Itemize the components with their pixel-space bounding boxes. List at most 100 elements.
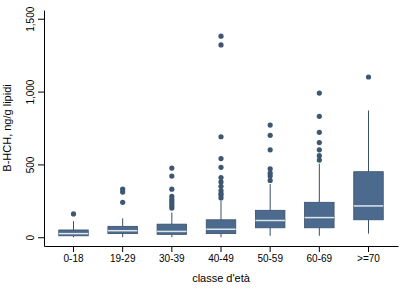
box (59, 230, 89, 236)
outlier (218, 134, 223, 139)
x-tick-mark (368, 246, 369, 252)
box-group (354, 74, 384, 233)
outlier (268, 147, 273, 152)
upper-whisker (319, 164, 320, 203)
outlier (317, 130, 322, 135)
outlier (218, 156, 223, 161)
outlier (317, 153, 322, 158)
median (354, 205, 384, 207)
y-axis-title: B-HCH, ng/g lipidi (1, 84, 13, 171)
outlier (169, 165, 174, 170)
outlier (71, 211, 76, 216)
lower-whisker (122, 234, 123, 238)
box (108, 226, 138, 233)
x-tick: 19-29 (110, 246, 136, 264)
upper-whisker (122, 218, 123, 226)
outlier (366, 74, 371, 79)
y-tick-mark (38, 19, 44, 20)
x-tick: 60-69 (307, 246, 333, 264)
upper-whisker (73, 221, 74, 230)
x-tick: 50-59 (257, 246, 283, 264)
x-tick-label: 40-49 (208, 253, 234, 264)
x-tick: 30-39 (159, 246, 185, 264)
y-tick: 1,500 (25, 6, 44, 31)
median (108, 230, 137, 232)
lower-whisker (171, 234, 172, 237)
upper-whisker (270, 184, 271, 210)
outlier (268, 122, 273, 127)
chart-svg: 0 500 1,000 1,500 0-18 19-29 30-39 40-49 50-59 60… (0, 0, 406, 290)
box (206, 220, 236, 234)
marks (59, 34, 384, 238)
outlier (317, 90, 322, 95)
y-tick-label: 0 (25, 235, 36, 241)
y-tick-label: 500 (25, 156, 36, 173)
lower-whisker (270, 228, 271, 236)
x-tick: 40-49 (208, 246, 234, 264)
outlier (120, 187, 125, 192)
outlier (218, 34, 223, 39)
x-axis: 0-18 19-29 30-39 40-49 50-59 60-69 >=70 (45, 246, 399, 264)
median (305, 217, 335, 219)
lower-whisker (221, 234, 222, 238)
y-axis: 0 500 1,000 1,500 (25, 6, 45, 246)
box-group (305, 90, 335, 235)
y-axis-line (44, 11, 45, 247)
median (157, 231, 186, 233)
x-tick: >=70 (357, 246, 380, 264)
outlier (317, 114, 322, 119)
x-tick-label: 30-39 (159, 253, 185, 264)
outlier (317, 140, 322, 145)
y-tick: 500 (25, 156, 44, 173)
x-tick-label: >=70 (357, 253, 380, 264)
median (206, 228, 236, 230)
box-group (206, 34, 236, 238)
x-tick-label: 50-59 (257, 253, 283, 264)
plot-area: 0 500 1,000 1,500 0-18 19-29 30-39 40-49 50-59 60… (25, 6, 399, 264)
box (157, 224, 187, 234)
x-tick-label: 19-29 (110, 253, 136, 264)
outlier (120, 200, 125, 205)
x-tick-mark (221, 246, 222, 252)
y-tick-label: 1,000 (25, 79, 36, 104)
box-group (255, 122, 285, 235)
y-tick-label: 1,500 (25, 6, 36, 31)
outlier (218, 175, 223, 180)
x-tick-mark (171, 246, 172, 252)
x-tick-mark (73, 246, 74, 252)
outlier (218, 42, 223, 47)
lower-whisker (319, 228, 320, 236)
x-tick: 0-18 (63, 246, 83, 264)
outlier (218, 165, 223, 170)
x-tick-label: 0-18 (63, 253, 83, 264)
outlier (268, 133, 273, 138)
box-group (108, 187, 138, 238)
x-tick-mark (319, 246, 320, 252)
outlier (317, 147, 322, 152)
y-tick: 1,000 (25, 79, 44, 104)
median (255, 220, 285, 222)
y-tick-mark (38, 237, 44, 238)
box (354, 172, 384, 220)
x-axis-title: classe d'età (192, 272, 251, 284)
x-tick-label: 60-69 (307, 253, 333, 264)
box (255, 210, 285, 227)
x-tick-mark (270, 246, 271, 252)
lower-whisker (368, 220, 369, 234)
x-tick-mark (122, 246, 123, 252)
outlier (169, 173, 174, 178)
y-tick-mark (38, 164, 44, 165)
y-tick-mark (38, 92, 44, 93)
median (59, 233, 89, 235)
y-tick: 0 (25, 235, 44, 241)
upper-whisker (221, 201, 222, 220)
box (305, 202, 335, 227)
outlier (169, 187, 174, 192)
upper-whisker (368, 111, 369, 172)
box-group (157, 165, 187, 237)
box-group (59, 211, 89, 237)
chart-container: 0 500 1,000 1,500 0-18 19-29 30-39 40-49 50-59 60… (0, 0, 406, 290)
outlier (268, 166, 273, 171)
upper-whisker (171, 212, 172, 224)
outlier (169, 194, 174, 199)
